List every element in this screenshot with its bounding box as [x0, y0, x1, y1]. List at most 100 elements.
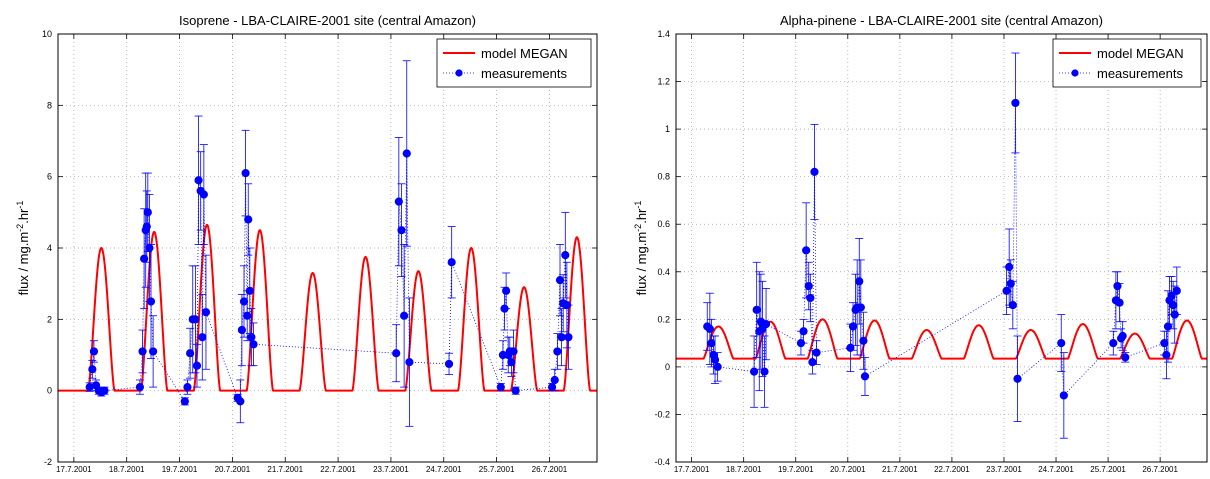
legend-measurements-label: measurements — [1097, 66, 1183, 81]
measurement-point — [201, 308, 211, 317]
measurement-point — [1109, 339, 1118, 348]
y-tick-label: 0.2 — [657, 314, 670, 324]
legend: model MEGAN measurements — [436, 38, 592, 88]
measurement-point — [808, 358, 817, 367]
x-tick-label: 22.7.2001 — [934, 465, 970, 474]
measurement-point — [236, 397, 245, 406]
measurement-point — [848, 322, 858, 331]
legend-measurements-marker — [455, 69, 463, 77]
measurement-point — [502, 286, 511, 295]
measurement-point — [1013, 374, 1022, 383]
measurement-point — [846, 343, 855, 352]
measurement-point — [249, 340, 258, 349]
y-tick-label: -0.2 — [654, 409, 670, 419]
x-tick-label: 17.7.2001 — [674, 465, 710, 474]
measurement-point — [564, 333, 573, 342]
measurement-point — [186, 349, 195, 358]
chart-1: -2 0 2 4 6 8 10 17.7.2001 18.7.2001 19.7.2001 20.7… — [15, 13, 598, 474]
y-tick-label: 0.4 — [657, 267, 670, 277]
measurement-point — [804, 281, 813, 291]
measurement-point — [247, 333, 256, 342]
measurement-point — [192, 361, 202, 370]
y-tick-label: 1.4 — [657, 29, 670, 39]
x-tick-label: 20.7.2001 — [830, 465, 866, 474]
measurement-point — [245, 286, 254, 295]
x-tick-label: 25.7.2001 — [479, 465, 515, 474]
y-tick-label: 0 — [665, 362, 670, 372]
x-tick-label: 23.7.2001 — [986, 465, 1022, 474]
measurement-point — [1172, 286, 1181, 295]
measurement-point — [135, 383, 145, 392]
measurement-point — [444, 359, 454, 369]
measurement-point — [244, 215, 253, 224]
y-tick-label: 10 — [42, 29, 52, 39]
legend-box — [1052, 38, 1202, 88]
plot-area — [676, 34, 1207, 462]
measurement-point — [1115, 298, 1124, 307]
measurement-point — [400, 311, 409, 320]
y-tick-label: 1 — [665, 124, 670, 134]
measurement-point — [550, 375, 559, 385]
measurement-point — [1160, 339, 1169, 348]
measurement-point — [806, 293, 815, 303]
measurement-point — [191, 315, 200, 324]
x-tick-label: 18.7.2001 — [109, 465, 145, 474]
measurement-point — [1169, 300, 1178, 310]
measurement-point — [142, 222, 151, 231]
measurement-point — [199, 190, 208, 199]
measurement-point — [241, 169, 250, 178]
x-tick-label: 20.7.2001 — [215, 465, 251, 474]
measurement-point — [553, 347, 562, 356]
y-tick-label: 0.6 — [657, 219, 670, 229]
y-tick-label: 0.8 — [657, 172, 670, 182]
y-tick-label: 6 — [47, 172, 52, 182]
axes-box — [675, 33, 1208, 463]
measurement-point — [143, 208, 152, 217]
measurement-point — [749, 367, 759, 376]
legend-model-label: model MEGAN — [1097, 46, 1184, 61]
legend-box — [436, 38, 592, 88]
measurement-point — [183, 383, 192, 392]
measurement-point — [1005, 262, 1014, 272]
x-tick-label: 23.7.2001 — [373, 465, 409, 474]
x-tick-label: 19.7.2001 — [162, 465, 198, 474]
measurement-point — [180, 397, 189, 406]
chart-title: Alpha-pinene - LBA-CLAIRE-2001 site (cen… — [780, 13, 1103, 28]
y-tick-label: 0 — [47, 386, 52, 396]
measurement-point — [705, 324, 714, 333]
measurement-point — [194, 176, 203, 185]
measurement-point — [447, 258, 456, 267]
series-layer — [58, 60, 597, 427]
measurement-point — [198, 333, 207, 342]
measurement-point — [802, 246, 811, 255]
measurement-point — [760, 367, 769, 376]
measurement-point — [859, 336, 868, 345]
measurement-point — [397, 226, 406, 235]
legend-model-label: model MEGAN — [481, 46, 568, 61]
x-tick-label: 26.7.2001 — [1142, 465, 1178, 474]
measurement-point — [856, 303, 865, 312]
series-layer — [676, 52, 1207, 439]
measurement-point — [146, 297, 156, 306]
measurement-point — [1162, 350, 1171, 360]
measurement-point — [509, 347, 518, 356]
x-tick-label: 18.7.2001 — [726, 465, 762, 474]
y-tick-label: -0.4 — [654, 457, 670, 467]
x-tick-label: 21.7.2001 — [267, 465, 303, 474]
measurement-point — [1057, 339, 1066, 348]
measurement-point — [752, 305, 761, 314]
measurement-point — [145, 243, 154, 253]
legend: model MEGAN measurements — [1052, 38, 1202, 88]
measurement-point — [149, 347, 158, 356]
measurement-point — [1121, 353, 1130, 362]
legend-measurements-marker — [1071, 69, 1079, 77]
x-tick-label: 17.7.2001 — [56, 465, 92, 474]
y-axis-label: flux / mg.m-2.hr-1 — [633, 201, 649, 296]
measurement-point — [761, 319, 771, 329]
measurement-point — [855, 277, 864, 286]
measurement-point — [1008, 300, 1017, 310]
measurement-point — [710, 355, 720, 364]
x-tick-label: 24.7.2001 — [1038, 465, 1074, 474]
x-tick-label: 26.7.2001 — [532, 465, 568, 474]
